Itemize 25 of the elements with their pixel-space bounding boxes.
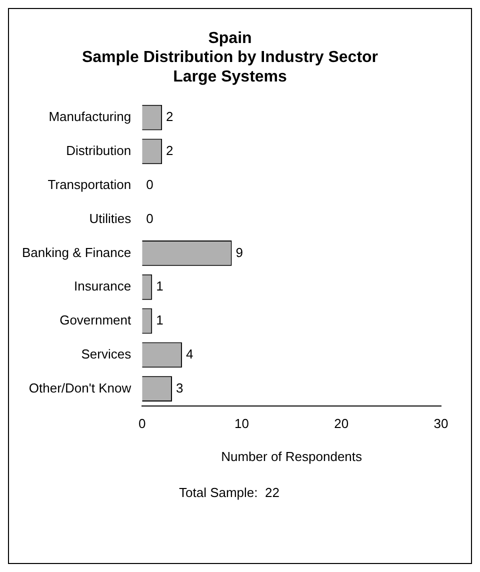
- y-tick-label: Services: [81, 346, 132, 362]
- data-label: 9: [236, 244, 244, 260]
- y-tick-label: Utilities: [89, 210, 132, 226]
- x-tick-label: 30: [434, 416, 448, 432]
- data-label: 3: [176, 380, 184, 396]
- x-tick-label: 20: [334, 416, 349, 432]
- data-label: 0: [146, 210, 154, 226]
- data-label: 2: [166, 109, 174, 124]
- data-label: 4: [186, 346, 194, 362]
- y-tick-label: Manufacturing: [48, 109, 132, 124]
- data-label: 1: [156, 278, 164, 294]
- y-tick-label: Insurance: [74, 278, 132, 294]
- y-tick-label: Banking & Finance: [22, 244, 132, 260]
- data-label: 0: [146, 176, 154, 192]
- x-axis-title: Number of Respondents: [221, 448, 363, 464]
- y-tick-label: Transportation: [48, 176, 132, 192]
- data-label: 2: [166, 143, 174, 158]
- x-tick-label: 0: [138, 416, 146, 432]
- y-tick-label: Distribution: [66, 143, 132, 158]
- data-label: 1: [156, 312, 164, 328]
- text: Total Sample: 22: [179, 485, 280, 500]
- x-tick-label: 10: [234, 416, 249, 432]
- y-tick-label: Government: [60, 312, 132, 328]
- y-tick-label: Other/Don't Know: [28, 380, 132, 396]
- chart-title: Spain Sample Distribution by Industry Sector Large Systems: [82, 30, 378, 86]
